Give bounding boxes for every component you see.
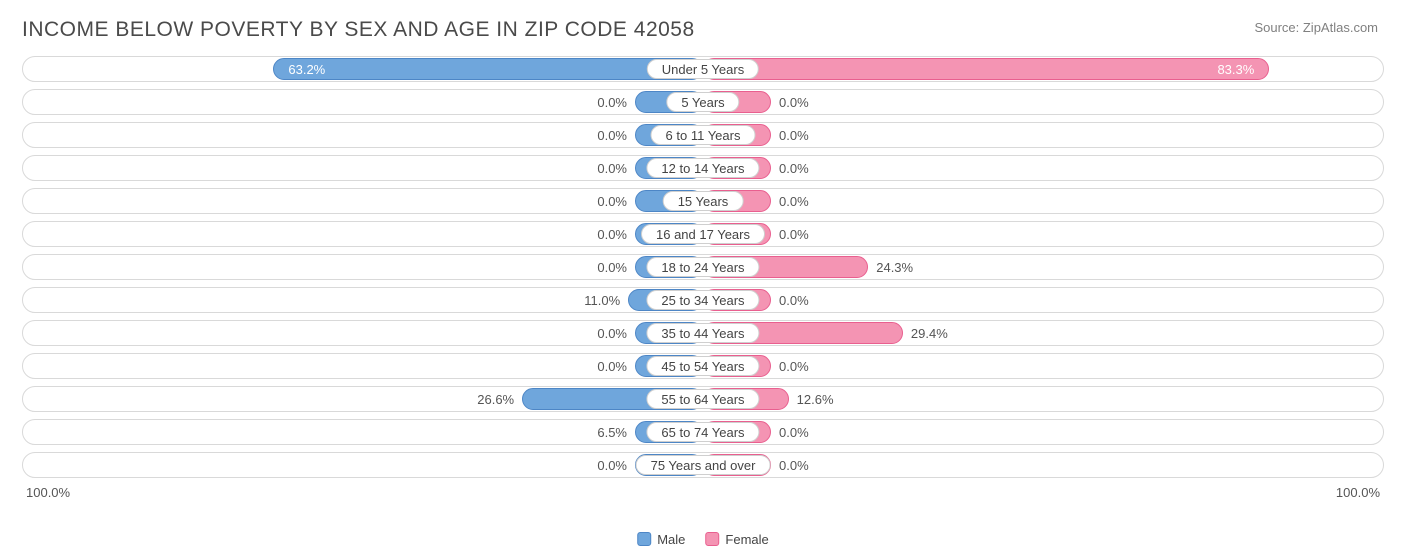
female-value: 0.0% [779, 189, 809, 215]
female-value: 0.0% [779, 123, 809, 149]
legend: Male Female [637, 532, 769, 547]
male-value: 0.0% [597, 453, 627, 479]
female-swatch-icon [705, 532, 719, 546]
female-value: 0.0% [779, 222, 809, 248]
male-bar [273, 58, 703, 80]
male-value: 11.0% [584, 288, 620, 314]
male-value: 0.0% [597, 321, 627, 347]
age-label: Under 5 Years [647, 59, 759, 79]
chart-row: 0.0% 24.3% 18 to 24 Years [22, 254, 1384, 280]
male-value: 0.0% [597, 189, 627, 215]
age-label: 15 Years [663, 191, 744, 211]
male-value: 0.0% [597, 156, 627, 182]
chart-container: INCOME BELOW POVERTY BY SEX AND AGE IN Z… [0, 0, 1406, 559]
male-value: 0.0% [597, 255, 627, 281]
chart-row: 0.0% 0.0% 15 Years [22, 188, 1384, 214]
age-label: 25 to 34 Years [646, 290, 759, 310]
chart-row: 63.2% 83.3% Under 5 Years [22, 56, 1384, 82]
legend-female: Female [705, 532, 768, 547]
female-value: 0.0% [779, 354, 809, 380]
age-label: 16 and 17 Years [641, 224, 765, 244]
female-value: 0.0% [779, 156, 809, 182]
female-value: 12.6% [797, 387, 834, 413]
age-label: 6 to 11 Years [651, 125, 756, 145]
chart-rows: 63.2%83.3%Under 5 Years0.0%0.0%5 Years0.… [22, 56, 1384, 478]
chart-row: 0.0% 0.0% 16 and 17 Years [22, 221, 1384, 247]
chart-row: 0.0% 29.4% 35 to 44 Years [22, 320, 1384, 346]
male-value: 0.0% [597, 222, 627, 248]
axis-left-label: 100.0% [26, 485, 70, 500]
age-label: 65 to 74 Years [646, 422, 759, 442]
chart-row: 6.5% 0.0% 65 to 74 Years [22, 419, 1384, 445]
age-label: 12 to 14 Years [646, 158, 759, 178]
chart-row: 0.0% 0.0% 75 Years and over [22, 452, 1384, 478]
age-label: 55 to 64 Years [646, 389, 759, 409]
female-bar [703, 58, 1269, 80]
male-value: 0.0% [597, 354, 627, 380]
chart-title: INCOME BELOW POVERTY BY SEX AND AGE IN Z… [22, 18, 1384, 42]
male-value: 26.6% [477, 387, 514, 413]
male-value: 63.2% [288, 57, 325, 83]
female-value: 0.0% [779, 288, 809, 314]
chart-row: 26.6% 12.6% 55 to 64 Years [22, 386, 1384, 412]
female-value: 0.0% [779, 453, 809, 479]
female-value: 29.4% [911, 321, 948, 347]
male-value: 0.0% [597, 123, 627, 149]
male-swatch-icon [637, 532, 651, 546]
x-axis: 100.0% 100.0% [22, 485, 1384, 500]
female-value: 0.0% [779, 420, 809, 446]
chart-row: 0.0% 0.0% 6 to 11 Years [22, 122, 1384, 148]
age-label: 35 to 44 Years [646, 323, 759, 343]
female-value: 83.3% [1217, 57, 1254, 83]
male-value: 0.0% [597, 90, 627, 116]
male-value: 6.5% [597, 420, 627, 446]
age-label: 5 Years [666, 92, 739, 112]
age-label: 18 to 24 Years [646, 257, 759, 277]
female-value: 24.3% [876, 255, 913, 281]
legend-male: Male [637, 532, 685, 547]
chart-row: 0.0% 0.0% 5 Years [22, 89, 1384, 115]
chart-row: 0.0% 0.0% 12 to 14 Years [22, 155, 1384, 181]
age-label: 45 to 54 Years [646, 356, 759, 376]
female-value: 0.0% [779, 90, 809, 116]
axis-right-label: 100.0% [1336, 485, 1380, 500]
age-label: 75 Years and over [636, 455, 771, 475]
source-label: Source: ZipAtlas.com [1254, 20, 1378, 35]
chart-row: 0.0% 0.0% 45 to 54 Years [22, 353, 1384, 379]
chart-row: 11.0% 0.0% 25 to 34 Years [22, 287, 1384, 313]
